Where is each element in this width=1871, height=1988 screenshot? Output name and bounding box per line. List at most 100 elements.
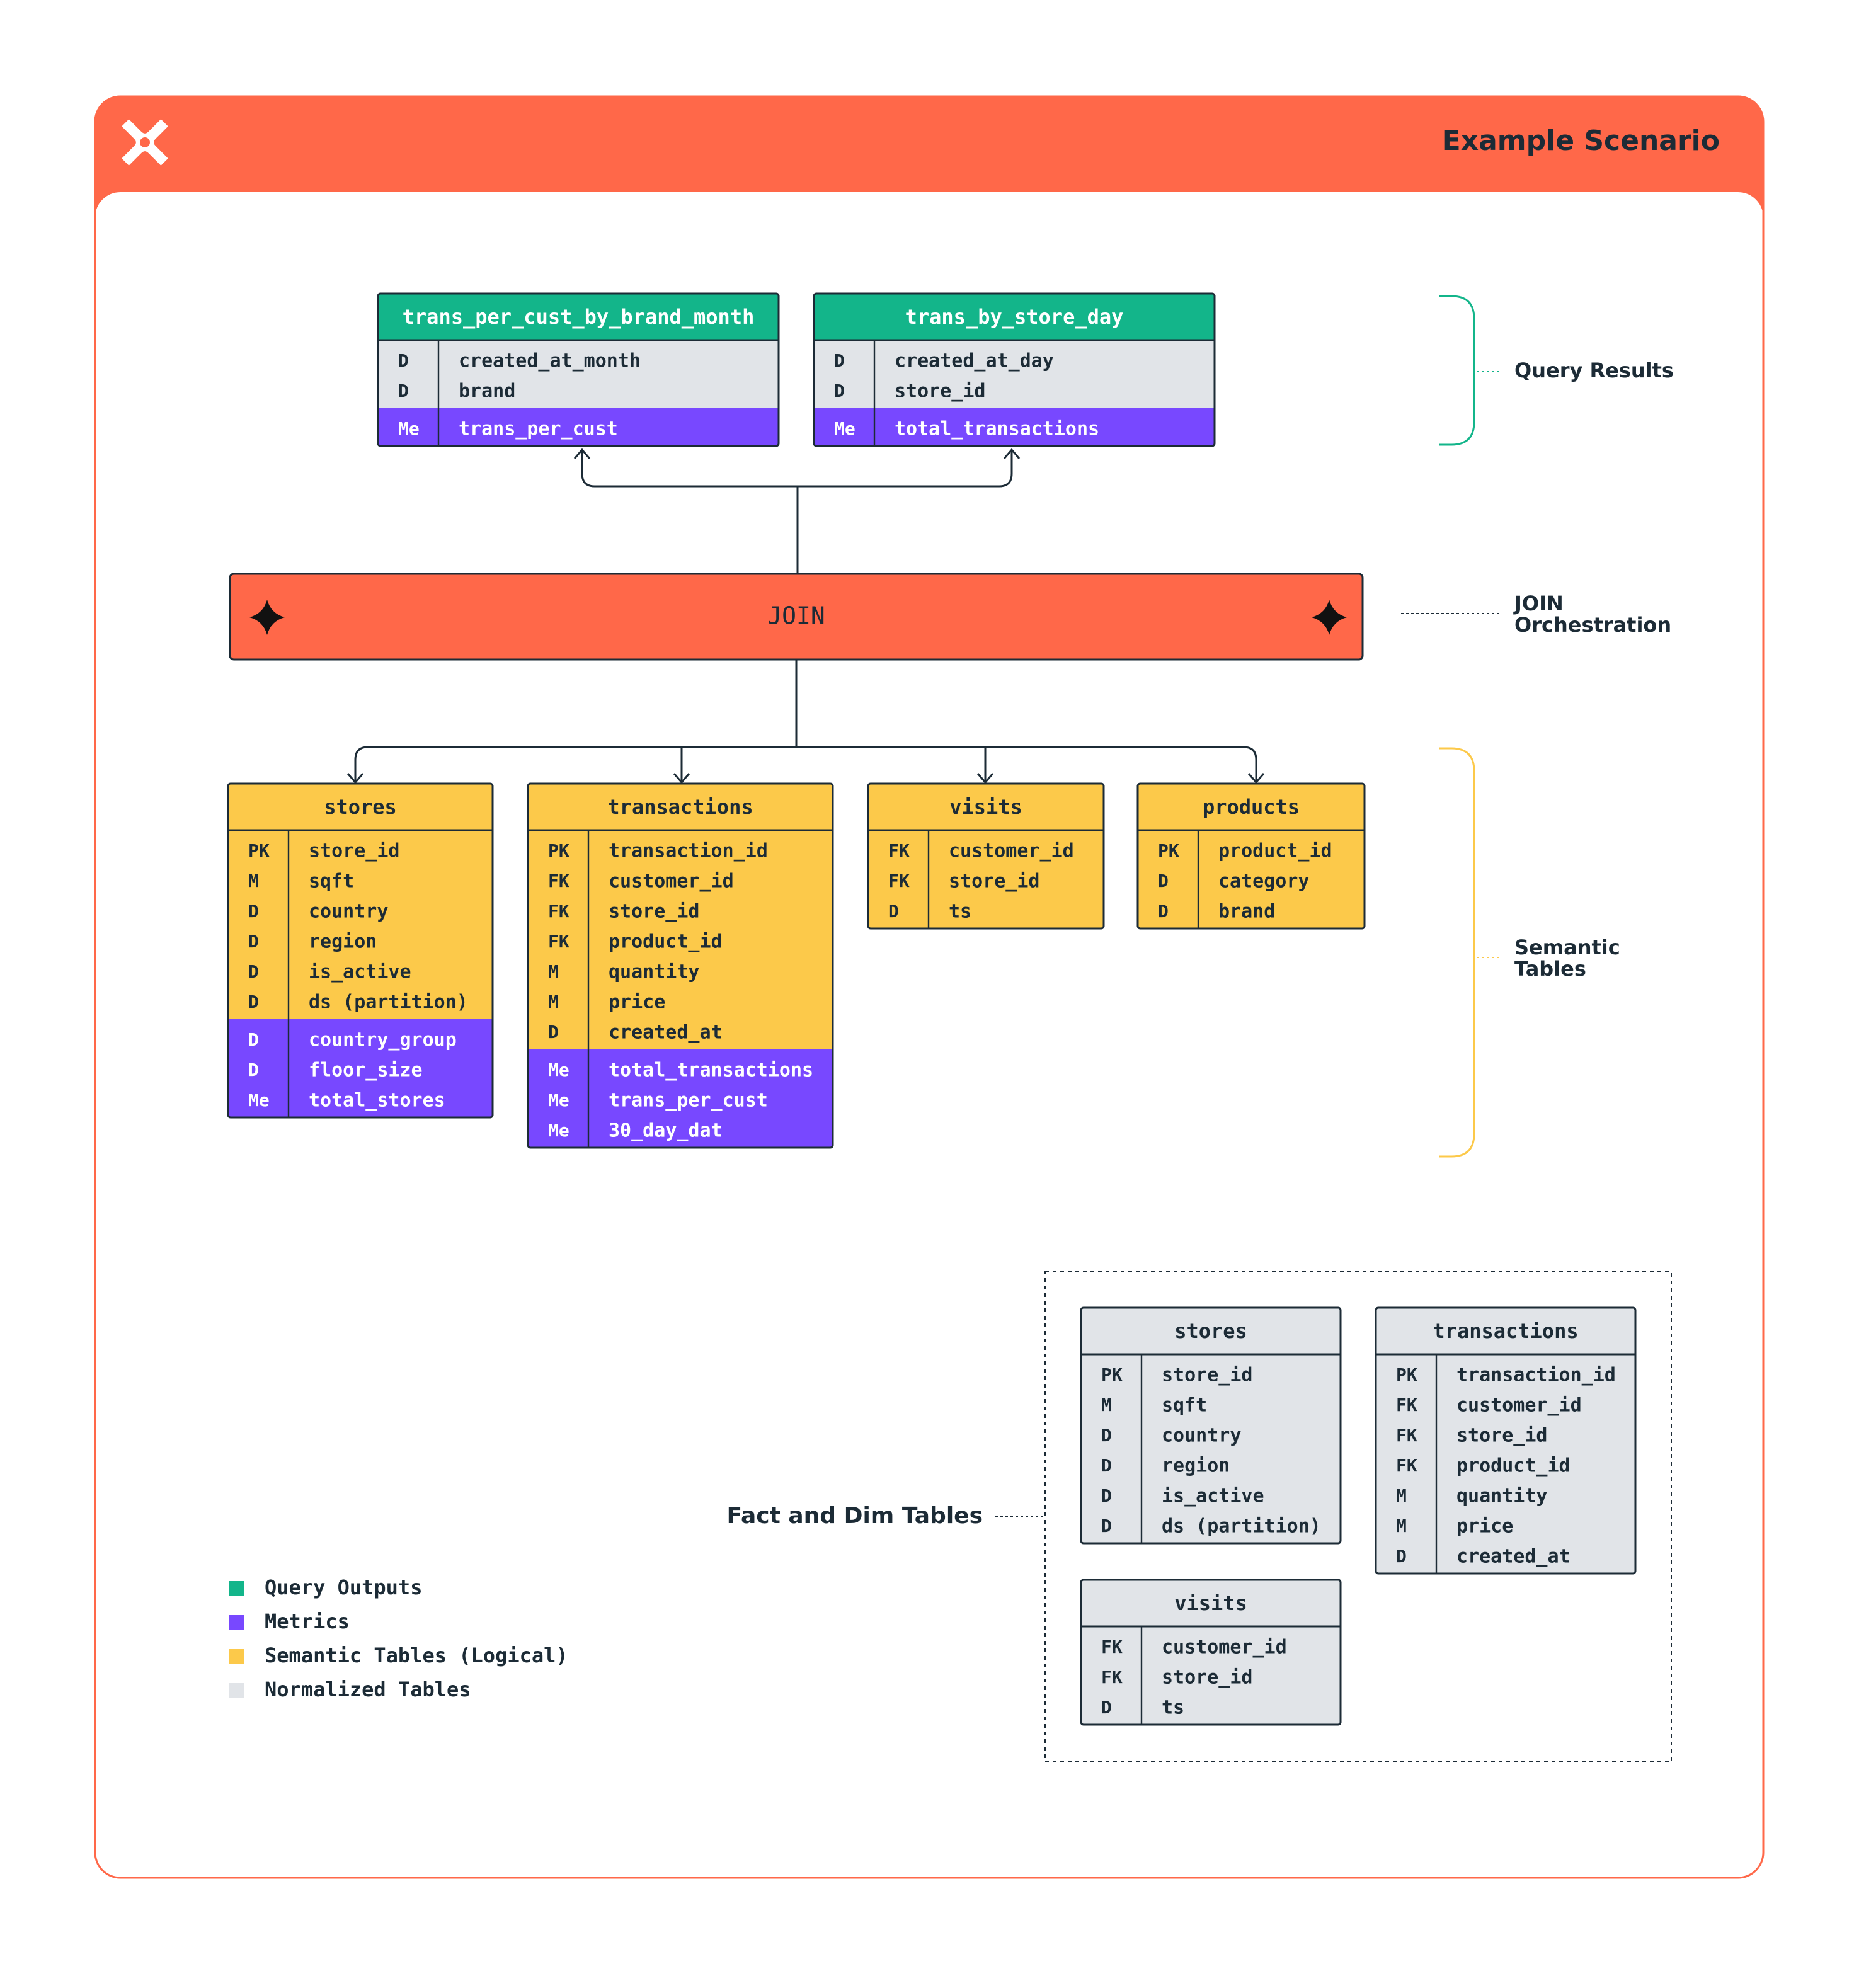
field-tag: FK xyxy=(548,931,569,952)
field-name: region xyxy=(1162,1455,1230,1477)
table-body xyxy=(378,340,779,408)
field-name: ds (partition) xyxy=(309,991,468,1014)
table-title: visits xyxy=(949,795,1022,819)
field-tag: D xyxy=(1396,1546,1407,1567)
table-header xyxy=(528,784,833,830)
field-tag: D xyxy=(548,1022,559,1043)
field-tag: D xyxy=(1101,1485,1112,1506)
field-tag: D xyxy=(248,991,259,1012)
field-name: store_id xyxy=(1162,1667,1253,1689)
field-name: created_at_month xyxy=(459,350,641,372)
field-name: created_at xyxy=(609,1022,723,1044)
table-body xyxy=(1081,1626,1341,1725)
field-name: store_id xyxy=(309,840,400,862)
field-name: sqft xyxy=(309,871,354,893)
field-name: store_id xyxy=(1456,1425,1548,1447)
table-header xyxy=(378,294,779,340)
field-name: is_active xyxy=(1162,1485,1264,1507)
fact-dim-group xyxy=(1044,1271,1672,1762)
field-tag: D xyxy=(398,380,409,401)
table-body xyxy=(868,830,1104,928)
field-tag: FK xyxy=(1101,1637,1123,1657)
table-body xyxy=(1081,1354,1341,1543)
field-tag: D xyxy=(1101,1516,1112,1536)
field-name: category xyxy=(1218,871,1310,893)
field-name: customer_id xyxy=(609,871,734,893)
field-name: store_id xyxy=(1162,1364,1253,1386)
table-border xyxy=(227,782,494,1119)
annotation: Tables xyxy=(1514,957,1586,981)
field-tag: PK xyxy=(1101,1364,1123,1385)
field-tag: D xyxy=(248,1029,259,1050)
field-tag: Me xyxy=(548,1090,569,1111)
table-border xyxy=(867,782,1105,930)
legend-swatch xyxy=(229,1615,244,1630)
field-tag: D xyxy=(248,1060,259,1080)
field-tag: D xyxy=(248,931,259,952)
table-header xyxy=(228,784,493,830)
field-name: customer_id xyxy=(1162,1637,1287,1659)
field-name: is_active xyxy=(309,961,411,983)
field-name: product_id xyxy=(609,931,723,953)
field-name: brand xyxy=(459,380,515,403)
field-tag: Me xyxy=(548,1060,569,1080)
field-tag: FK xyxy=(1396,1455,1417,1476)
field-tag: M xyxy=(548,991,559,1012)
field-tag: FK xyxy=(1396,1425,1417,1446)
field-name: price xyxy=(609,991,665,1014)
field-tag: D xyxy=(1101,1425,1112,1446)
field-tag: Me xyxy=(548,1120,569,1141)
join-star xyxy=(249,600,285,635)
field-tag: FK xyxy=(548,871,569,891)
table-border xyxy=(377,292,780,447)
input-connector xyxy=(354,659,1257,781)
field-tag: PK xyxy=(248,840,270,861)
field-tag: D xyxy=(1158,901,1169,922)
logo-dot xyxy=(140,137,150,147)
field-tag: PK xyxy=(548,840,569,861)
field-tag: D xyxy=(398,350,409,371)
field-tag: Me xyxy=(834,418,855,439)
field-tag: Me xyxy=(248,1090,270,1111)
field-tag: FK xyxy=(1396,1395,1417,1415)
field-name: brand xyxy=(1218,901,1275,923)
table-metrics xyxy=(814,408,1215,446)
logo xyxy=(122,119,168,166)
field-tag: D xyxy=(1101,1697,1112,1718)
annotation: Orchestration xyxy=(1514,613,1671,637)
table-body xyxy=(228,830,493,1019)
field-name: product_id xyxy=(1456,1455,1571,1477)
field-name: customer_id xyxy=(1456,1395,1582,1417)
bracket xyxy=(1439,747,1475,1158)
table-body xyxy=(1138,830,1365,928)
field-name: price xyxy=(1456,1516,1513,1538)
field-name: total_stores xyxy=(309,1090,445,1112)
field-tag: M xyxy=(248,871,259,891)
field-name: ts xyxy=(1162,1697,1184,1719)
table-border xyxy=(1136,782,1366,930)
field-tag: M xyxy=(1101,1395,1112,1415)
field-name: quantity xyxy=(609,961,700,983)
table-border xyxy=(1080,1579,1342,1726)
table-title: products xyxy=(1203,795,1300,819)
field-name: created_at_day xyxy=(895,350,1054,372)
field-tag: Me xyxy=(398,418,420,439)
field-name: transaction_id xyxy=(609,840,768,862)
field-name: 30_day_dat xyxy=(609,1120,723,1142)
table-metrics xyxy=(378,408,779,446)
table-title: stores xyxy=(324,795,397,819)
table-body xyxy=(528,830,833,1049)
field-name: trans_per_cust xyxy=(459,418,618,440)
table-title: visits xyxy=(1174,1591,1247,1615)
field-tag: FK xyxy=(548,901,569,922)
table-header xyxy=(1081,1308,1341,1354)
legend-swatch xyxy=(229,1581,244,1596)
output-connector xyxy=(581,451,1013,573)
field-name: trans_per_cust xyxy=(609,1090,768,1112)
table-metrics xyxy=(228,1019,493,1117)
table-title: transactions xyxy=(1433,1319,1578,1343)
legend-label: Metrics xyxy=(265,1609,350,1633)
table-header xyxy=(1081,1580,1341,1626)
